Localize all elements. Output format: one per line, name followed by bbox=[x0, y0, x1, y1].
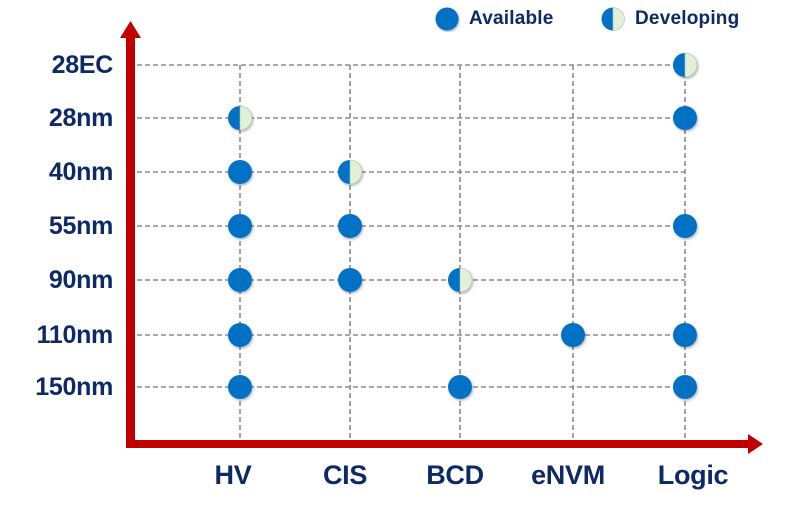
legend-developing: Developing bbox=[600, 6, 739, 32]
available-dot-icon bbox=[448, 375, 472, 399]
y-label-28ec: 28EC bbox=[51, 51, 114, 79]
available-dot-icon bbox=[228, 375, 252, 399]
legend-available-label: Available bbox=[469, 8, 554, 29]
x-label-bcd: BCD bbox=[426, 460, 484, 490]
legend-developing-label: Developing bbox=[635, 8, 740, 29]
x-axis-arrow-icon bbox=[748, 434, 763, 454]
available-dot-icon bbox=[561, 323, 585, 347]
available-dot-icon bbox=[435, 7, 459, 31]
available-dot-icon bbox=[228, 268, 252, 292]
available-dot-icon bbox=[338, 268, 362, 292]
x-axis-line bbox=[126, 440, 750, 448]
developing-half-dot-icon bbox=[338, 159, 363, 185]
available-dot-icon bbox=[673, 375, 697, 399]
y-label-28nm: 28nm bbox=[48, 104, 113, 132]
available-dot-icon bbox=[673, 106, 697, 130]
data-points bbox=[228, 52, 698, 399]
available-dot-icon bbox=[228, 160, 252, 184]
x-label-logic: Logic bbox=[657, 460, 729, 490]
developing-half-dot-icon bbox=[228, 105, 253, 131]
available-dot-icon bbox=[673, 323, 697, 347]
x-label-hv: HV bbox=[214, 460, 252, 490]
x-label-cis: CIS bbox=[322, 460, 368, 490]
available-dot-icon bbox=[338, 214, 362, 238]
axes bbox=[120, 21, 763, 454]
y-label-90nm: 90nm bbox=[48, 266, 113, 294]
y-label-40nm: 40nm bbox=[48, 158, 113, 186]
legend-available: Available bbox=[434, 6, 554, 32]
y-label-55nm: 55nm bbox=[48, 212, 113, 240]
developing-half-dot-icon bbox=[673, 52, 698, 78]
grid-lines bbox=[137, 64, 686, 440]
y-axis-arrow-icon bbox=[120, 21, 141, 38]
available-dot-icon bbox=[228, 323, 252, 347]
y-label-110nm: 110nm bbox=[36, 321, 114, 349]
developing-half-dot-icon bbox=[601, 7, 625, 31]
x-label-envm: eNVM bbox=[531, 460, 605, 490]
available-dot-icon bbox=[673, 214, 697, 238]
y-label-150nm: 150nm bbox=[35, 373, 113, 401]
developing-half-dot-icon bbox=[448, 267, 473, 293]
available-dot-icon bbox=[228, 214, 252, 238]
y-axis-line bbox=[126, 36, 135, 448]
